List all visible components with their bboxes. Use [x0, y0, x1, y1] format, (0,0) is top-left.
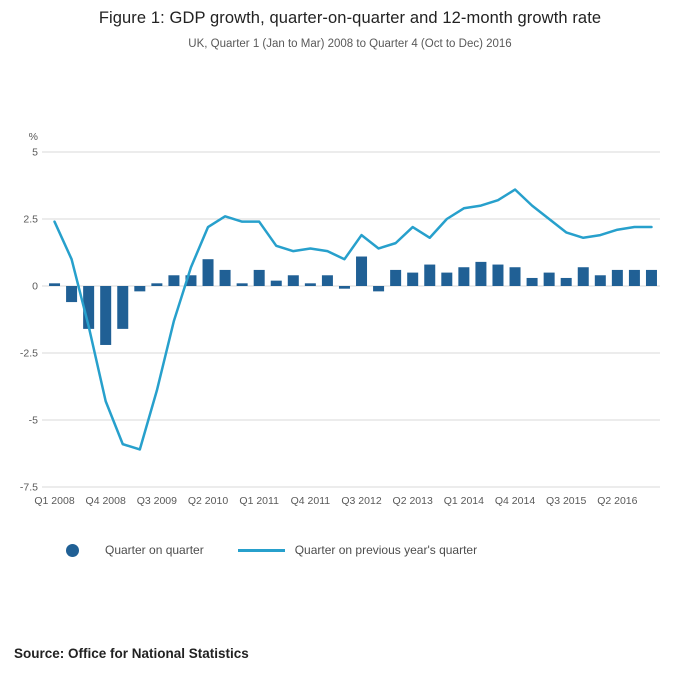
qoq-bar	[287, 275, 299, 286]
quarter-on-quarter-label: Quarter on quarter	[105, 543, 204, 557]
y-tick-label: 0	[32, 281, 38, 293]
y-tick-label: -2.5	[20, 348, 38, 360]
x-tick-label: Q1 2008	[34, 495, 74, 507]
chart-subtitle: UK, Quarter 1 (Jan to Mar) 2008 to Quart…	[188, 38, 512, 50]
x-tick-label: Q3 2015	[546, 495, 586, 507]
qoq-bar	[628, 269, 640, 286]
qoq-bar	[100, 286, 112, 345]
y-tick-label: -5	[29, 415, 38, 427]
x-tick-label: Q4 2014	[495, 495, 535, 507]
qoq-bar	[611, 269, 623, 286]
y-axis-unit-label: %	[29, 131, 38, 143]
qoq-bar	[407, 272, 419, 286]
qoq-bar	[458, 267, 470, 286]
qoq-bar	[304, 283, 316, 286]
qoq-bar	[645, 269, 657, 286]
qoq-bar	[356, 256, 368, 286]
chart-title: Figure 1: GDP growth, quarter-on-quarter…	[98, 9, 602, 27]
x-tick-label: Q2 2010	[188, 495, 228, 507]
x-tick-label: Q1 2014	[444, 495, 484, 507]
qoq-bar	[526, 277, 538, 286]
qoq-bar	[475, 261, 487, 286]
qoq-bar	[134, 286, 146, 292]
qoq-bar	[185, 275, 197, 286]
qoq-bar	[270, 280, 282, 286]
qoq-bar	[66, 286, 78, 303]
qoq-bar	[509, 267, 521, 286]
qoq-bar	[236, 283, 248, 286]
y-tick-label: -7.5	[20, 482, 38, 494]
x-tick-label: Q4 2011	[291, 495, 331, 507]
qoq-bar	[560, 277, 572, 286]
previous-year-quarter-label: Quarter on previous year's quarter	[294, 543, 478, 557]
qoq-bar	[49, 283, 61, 286]
y-tick-label: 2.5	[23, 214, 38, 226]
source-note: Source: Office for National Statistics	[14, 646, 249, 661]
qoq-bar	[373, 286, 385, 292]
x-tick-label: Q4 2008	[86, 495, 126, 507]
qoq-bar	[117, 286, 129, 329]
qoq-bar	[424, 264, 436, 286]
x-tick-label: Q3 2009	[137, 495, 177, 507]
qoq-bar	[151, 283, 163, 286]
x-tick-label: Q2 2013	[393, 495, 433, 507]
qoq-bar	[338, 286, 350, 289]
qoq-bar	[390, 269, 402, 286]
qoq-bar	[441, 272, 453, 286]
qoq-bar	[83, 286, 95, 329]
previous-year-quarter-swatch-icon	[237, 548, 285, 552]
quarter-on-quarter-swatch-icon	[66, 543, 79, 557]
qoq-bar	[492, 264, 504, 286]
legend: Quarter on quarter Quarter on previous y…	[66, 540, 477, 560]
x-tick-label: Q2 2016	[597, 495, 637, 507]
qoq-bar	[543, 272, 555, 286]
qoq-bar	[202, 259, 214, 286]
qoq-bar	[594, 275, 606, 286]
yoy-growth-line	[53, 188, 653, 451]
qoq-bar	[577, 267, 589, 286]
x-tick-label: Q3 2012	[341, 495, 381, 507]
qoq-bar	[321, 275, 333, 286]
y-tick-label: 5	[32, 147, 38, 159]
qoq-bar	[253, 269, 265, 286]
qoq-bar	[219, 269, 231, 286]
x-tick-label: Q1 2011	[239, 495, 279, 507]
qoq-bar	[168, 275, 180, 286]
gdp-growth-chart: 5 2.5 0 -2.5 -5 -7.5% Q1 2008 Q4 2008 Q3 2009 Q2 …	[20, 131, 660, 507]
